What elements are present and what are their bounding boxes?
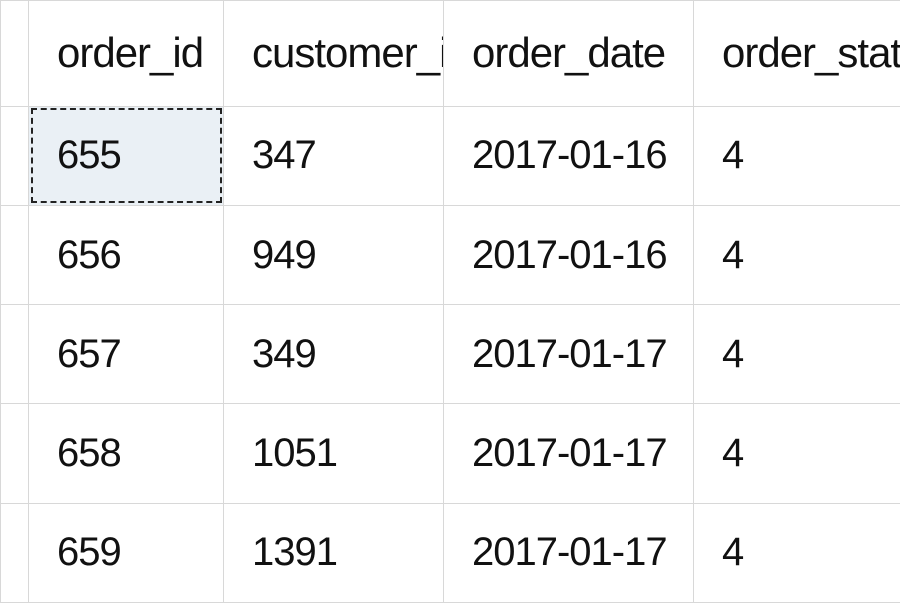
row-gutter[interactable] bbox=[1, 106, 29, 205]
cell-order-id[interactable]: 657 bbox=[29, 305, 224, 404]
header-row: order_id customer_id order_date order_st… bbox=[1, 1, 900, 107]
row-gutter-header bbox=[1, 1, 29, 107]
row-gutter[interactable] bbox=[1, 503, 29, 602]
cell-order-date[interactable]: 2017-01-17 bbox=[444, 404, 694, 503]
column-header-customer-id[interactable]: customer_id bbox=[224, 1, 444, 107]
cell-customer-id[interactable]: 349 bbox=[224, 305, 444, 404]
cell-order-status[interactable]: 4 bbox=[694, 503, 900, 602]
cell-order-status[interactable]: 4 bbox=[694, 404, 900, 503]
cell-order-date[interactable]: 2017-01-17 bbox=[444, 503, 694, 602]
column-header-order-date[interactable]: order_date bbox=[444, 1, 694, 107]
cell-customer-id[interactable]: 1051 bbox=[224, 404, 444, 503]
cell-order-status[interactable]: 4 bbox=[694, 205, 900, 304]
cell-customer-id[interactable]: 347 bbox=[224, 106, 444, 205]
row-gutter[interactable] bbox=[1, 305, 29, 404]
result-grid[interactable]: order_id customer_id order_date order_st… bbox=[0, 0, 900, 603]
table-row[interactable]: 655 347 2017-01-16 4 bbox=[1, 106, 900, 205]
cell-order-date[interactable]: 2017-01-16 bbox=[444, 106, 694, 205]
cell-order-date[interactable]: 2017-01-16 bbox=[444, 205, 694, 304]
table-row[interactable]: 656 949 2017-01-16 4 bbox=[1, 205, 900, 304]
column-header-order-status[interactable]: order_status bbox=[694, 1, 900, 107]
cell-order-id[interactable]: 656 bbox=[29, 205, 224, 304]
cell-order-id[interactable]: 658 bbox=[29, 404, 224, 503]
column-header-order-id[interactable]: order_id bbox=[29, 1, 224, 107]
cell-customer-id[interactable]: 1391 bbox=[224, 503, 444, 602]
cell-order-id[interactable]: 659 bbox=[29, 503, 224, 602]
cell-order-date[interactable]: 2017-01-17 bbox=[444, 305, 694, 404]
table-row[interactable]: 658 1051 2017-01-17 4 bbox=[1, 404, 900, 503]
cell-order-id[interactable]: 655 bbox=[29, 106, 224, 205]
cell-customer-id[interactable]: 949 bbox=[224, 205, 444, 304]
table-row[interactable]: 659 1391 2017-01-17 4 bbox=[1, 503, 900, 602]
row-gutter[interactable] bbox=[1, 205, 29, 304]
row-gutter[interactable] bbox=[1, 404, 29, 503]
cell-order-status[interactable]: 4 bbox=[694, 106, 900, 205]
table-row[interactable]: 657 349 2017-01-17 4 bbox=[1, 305, 900, 404]
cell-order-status[interactable]: 4 bbox=[694, 305, 900, 404]
